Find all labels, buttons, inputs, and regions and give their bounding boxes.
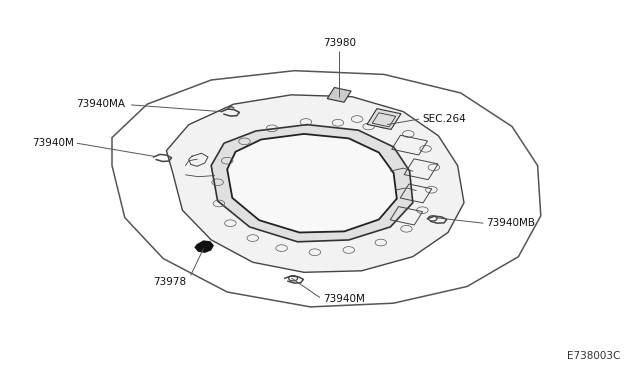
Text: E738003C: E738003C <box>568 351 621 361</box>
Polygon shape <box>227 134 397 232</box>
Text: 73940MB: 73940MB <box>486 218 536 228</box>
Polygon shape <box>211 125 413 242</box>
Text: 73978: 73978 <box>153 277 186 287</box>
Text: 73940MA: 73940MA <box>76 99 125 109</box>
Polygon shape <box>327 87 351 102</box>
Text: 73940M: 73940M <box>32 138 74 148</box>
Polygon shape <box>166 95 464 272</box>
Text: 73940M: 73940M <box>323 295 365 304</box>
Text: 73980: 73980 <box>323 38 356 48</box>
Text: SEC.264: SEC.264 <box>422 114 466 124</box>
Polygon shape <box>195 241 213 252</box>
Polygon shape <box>367 109 401 129</box>
